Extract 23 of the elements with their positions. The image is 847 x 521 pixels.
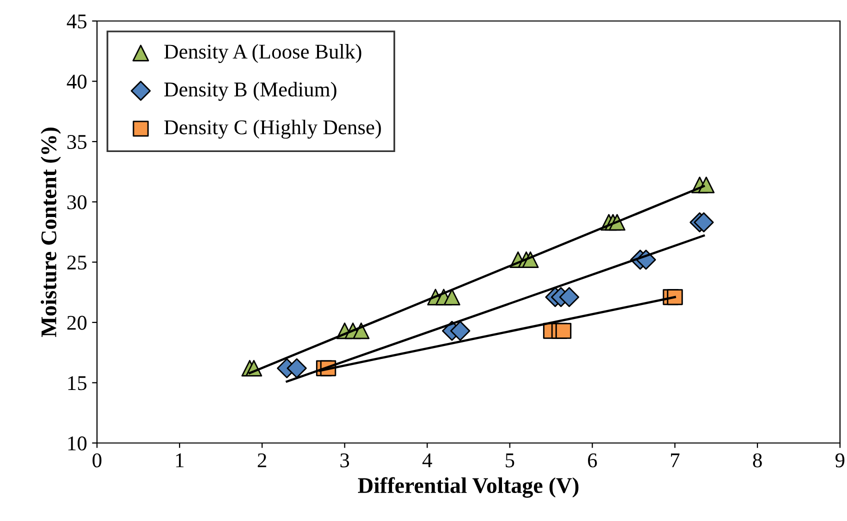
x-axis-title: Differential Voltage (V) (358, 477, 578, 498)
y-axis-title: Moisture Content (%) (40, 128, 61, 337)
y-tick-label: 30 (67, 195, 86, 210)
y-tick-label: 15 (68, 376, 86, 390)
x-tick-label: 4 (422, 453, 432, 468)
legend-label: Density B (Medium) (164, 82, 336, 101)
y-tick-label: 25 (67, 256, 86, 270)
y-tick-label: 45 (66, 14, 86, 28)
x-tick-label: 2 (258, 453, 266, 468)
x-tick-label: 6 (588, 453, 597, 468)
legend-label: Density C (Highly Dense) (164, 120, 381, 139)
x-tick-label: 5 (506, 454, 514, 468)
y-tick-label: 35 (67, 135, 86, 150)
x-tick-label: 7 (671, 454, 680, 468)
x-tick-label: 9 (835, 453, 844, 468)
x-tick-label: 0 (92, 453, 102, 468)
legend-label: Density A (Loose Bulk) (164, 44, 362, 63)
x-tick-label: 1 (176, 453, 184, 468)
y-tick-label: 10 (68, 436, 86, 450)
y-tick-label: 20 (67, 316, 86, 330)
x-tick-label: 8 (753, 453, 762, 468)
x-tick-label: 3 (340, 453, 350, 468)
y-tick-label: 40 (66, 74, 86, 89)
